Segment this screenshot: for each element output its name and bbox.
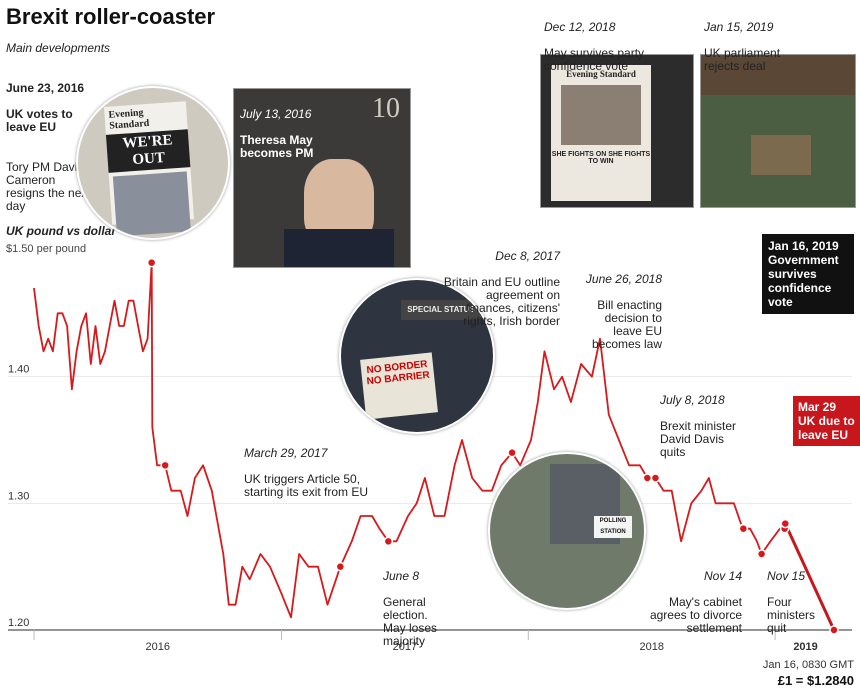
event-point xyxy=(780,518,791,529)
paper-page: Evening Standard SHE FIGHTS ON SHE FIGHT… xyxy=(551,65,651,201)
x-axis: 2016 2017 2018 2019 xyxy=(33,630,818,653)
paper-mast: Evening Standard xyxy=(566,69,636,79)
exit-pointer xyxy=(783,522,836,631)
annotation-headline: Theresa May becomes PM xyxy=(240,133,314,160)
annotation-headline: UK votes to leave EU xyxy=(6,107,73,134)
may-photo: 10 July 13, 2016 Theresa May becomes PM xyxy=(233,88,411,268)
protest-photo: SPECIAL STATUS NO BORDER NO BARRIER xyxy=(339,278,495,434)
annotation-nov-14: Nov 14 May's cabinet agrees to divorce s… xyxy=(630,557,742,648)
newspaper-photo: Evening Standard WE'RE OUT xyxy=(76,86,230,240)
annotation-date: Dec 8, 2017 xyxy=(495,249,560,263)
event-point xyxy=(642,473,653,483)
annotation-date: March 29, 2017 xyxy=(244,446,328,460)
annotation-text: Tory PM David Cameron resigns the nex da… xyxy=(6,160,88,213)
event-point xyxy=(507,447,517,458)
annotation-date: Nov 15 xyxy=(767,569,806,583)
door-number: 10 xyxy=(372,93,400,124)
annotation-text: Four ministers quit xyxy=(767,595,816,635)
y-tick-label: 1.40 xyxy=(8,364,29,376)
polling-photo: POLLING STATION xyxy=(488,452,646,610)
event-point xyxy=(738,523,749,534)
protest-sign: NO BORDER NO BARRIER xyxy=(360,352,438,420)
annotation-headline: Government survives confidence vote xyxy=(768,253,839,309)
annotation-nov-15: Nov 15 Four ministers quit xyxy=(767,557,827,648)
parliament-photo xyxy=(700,54,856,208)
annotation-text: UK parliament rejects deal xyxy=(704,46,781,73)
event-point xyxy=(829,625,839,635)
annotation-mar-29-2019: Mar 29 UK due to leave EU xyxy=(793,396,860,446)
event-point xyxy=(756,549,767,559)
annotation-june-2017: June 8 General election. May loses major… xyxy=(383,557,453,661)
annotation-text: Britain and EU outline agreement on fina… xyxy=(443,275,560,328)
x-tick-label: 2018 xyxy=(639,641,663,653)
annotation-date: June 23, 2016 xyxy=(6,81,85,95)
annotation-date: Nov 14 xyxy=(703,569,742,583)
annotation-june-2018: June 26, 2018 Bill enacting decision to … xyxy=(580,260,662,364)
series-line xyxy=(33,261,787,619)
chart-subtitle: Main developments xyxy=(6,41,111,55)
event-point xyxy=(383,536,394,547)
annotation-text: May's cabinet agrees to divorce settleme… xyxy=(649,595,742,635)
table-shape xyxy=(751,135,811,175)
footer-rate: £1 = $1.2840 xyxy=(777,673,854,688)
annotation-date: Mar 29 xyxy=(798,400,837,414)
jacket-shape xyxy=(284,229,394,267)
annotation-dec-2018: Dec 12, 2018 May survives party confiden… xyxy=(544,8,674,86)
annotation-text: Bill enacting decision to leave EU becom… xyxy=(591,298,662,351)
special-status-sign: SPECIAL STATUS xyxy=(401,300,481,320)
annotation-date: Dec 12, 2018 xyxy=(544,20,616,34)
evening-standard-photo: Evening Standard SHE FIGHTS ON SHE FIGHT… xyxy=(540,54,694,208)
annotation-jan-16-2019: Jan 16, 2019 Government survives confide… xyxy=(762,234,854,314)
event-point xyxy=(650,473,661,483)
paper-headline: SHE FIGHTS ON SHE FIGHTS TO WIN xyxy=(551,151,651,165)
annotation-leaders xyxy=(783,522,836,631)
y-unit-label: $1.50 per pound xyxy=(6,243,87,255)
y-axis-title: UK pound vs dollar xyxy=(6,224,117,238)
chart-title: Brexit roller-coaster xyxy=(6,4,216,29)
annotation-text: Brexit minister David Davis quits xyxy=(660,419,737,459)
footer-timestamp: Jan 16, 0830 GMT xyxy=(762,659,854,671)
annotation-headline: UK due to leave EU xyxy=(798,414,855,442)
annotation-june-2016: June 23, 2016 UK votes to leave EU Tory … xyxy=(6,69,90,226)
annotation-date: June 26, 2018 xyxy=(585,272,662,286)
annotation-date: Jan 15, 2019 xyxy=(704,20,774,34)
annotation-dec-2017: Dec 8, 2017 Britain and EU outline agree… xyxy=(440,237,560,341)
annotation-march-2017: March 29, 2017 UK triggers Article 50, s… xyxy=(244,434,394,512)
newspaper-image xyxy=(112,171,191,237)
annotation-july-2016: July 13, 2016 Theresa May becomes PM xyxy=(240,95,350,173)
event-point xyxy=(335,561,346,572)
annotation-text: UK triggers Article 50, starting its exi… xyxy=(244,472,369,499)
y-axis: 1.20 1.30 1.40 xyxy=(8,364,852,631)
benches-top xyxy=(701,55,855,95)
newspaper-headline: WE'RE OUT xyxy=(105,129,191,173)
annotation-date: July 13, 2016 xyxy=(240,107,312,121)
annotation-date: June 8 xyxy=(383,569,420,583)
polling-sign: POLLING STATION xyxy=(594,516,632,538)
event-point xyxy=(160,460,170,471)
x-tick-label: 2017 xyxy=(393,641,417,653)
event-points xyxy=(146,257,839,635)
y-tick-label: 1.30 xyxy=(8,490,29,502)
x-tick-label: 2016 xyxy=(146,641,170,653)
annotation-date: Jan 16, 2019 xyxy=(768,239,839,253)
paper-image xyxy=(561,85,641,145)
newspaper-page: Evening Standard WE'RE OUT xyxy=(103,101,195,237)
annotation-date: July 8, 2018 xyxy=(660,393,725,407)
event-point xyxy=(146,257,157,268)
annotation-jan-15-2019: Jan 15, 2019 UK parliament rejects deal xyxy=(704,8,814,86)
annotation-text: General election. May loses majority xyxy=(383,595,438,648)
x-tick-label: 2019 xyxy=(793,641,817,653)
y-tick-label: 1.20 xyxy=(8,617,29,629)
annotation-text: May survives party confidence vote xyxy=(544,46,645,73)
annotation-july-2018: July 8, 2018 Brexit minister David Davis… xyxy=(660,381,736,472)
